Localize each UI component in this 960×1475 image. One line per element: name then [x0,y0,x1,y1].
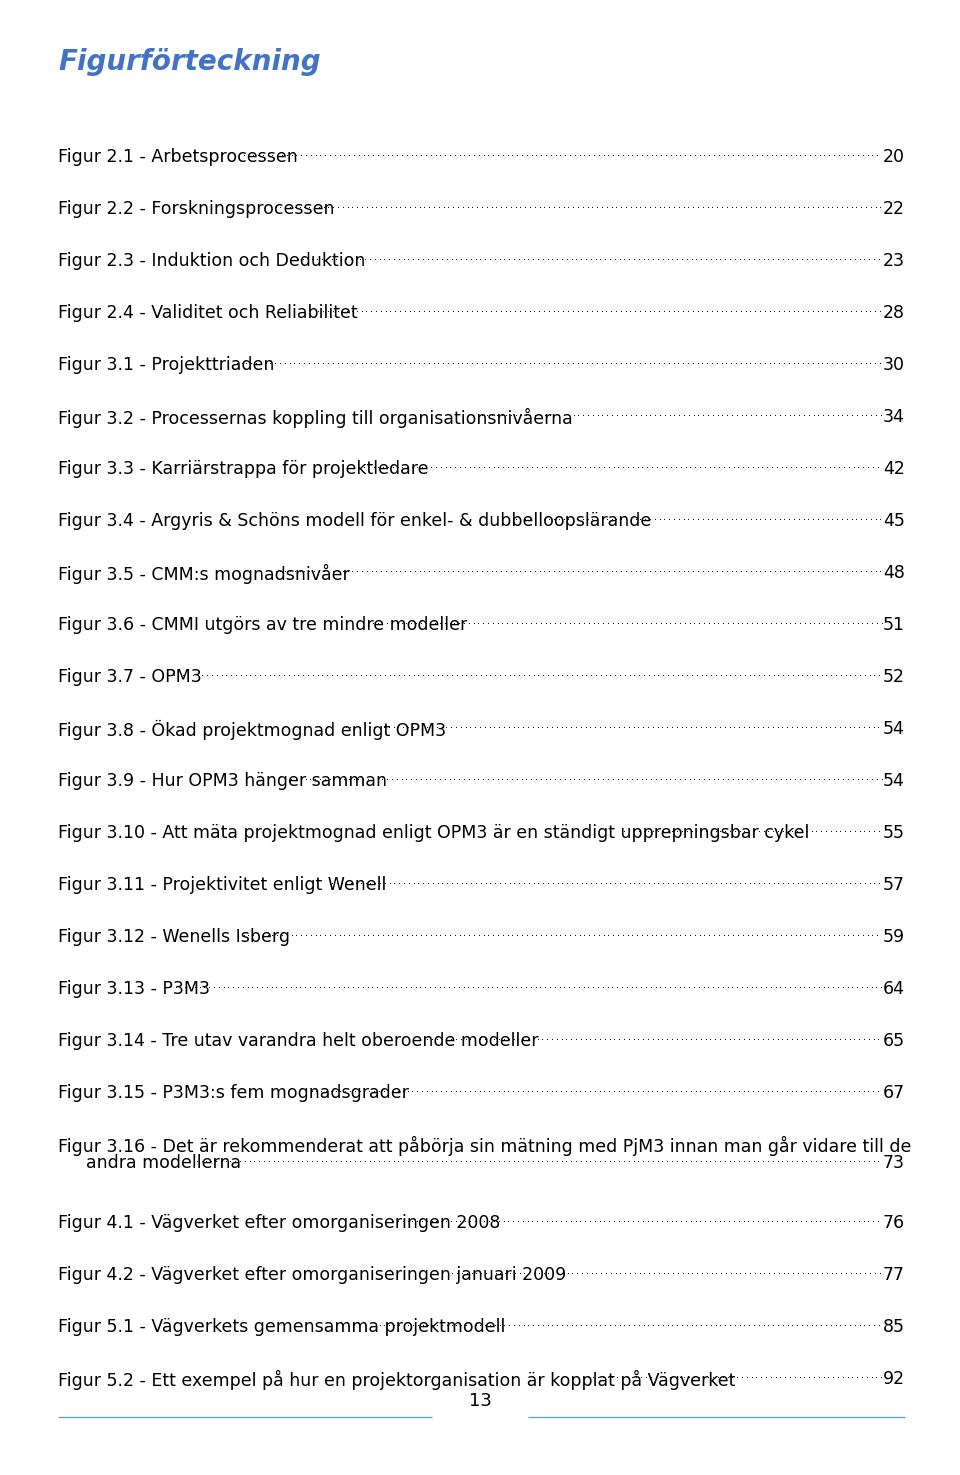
Text: 45: 45 [883,512,905,530]
Text: Figur 3.3 - Karriärstrappa för projektledare: Figur 3.3 - Karriärstrappa för projektle… [58,460,428,478]
Text: Figur 3.12 - Wenells Isberg: Figur 3.12 - Wenells Isberg [58,928,290,945]
Text: Figur 4.2 - Vägverket efter omorganiseringen januari 2009: Figur 4.2 - Vägverket efter omorganiseri… [58,1266,566,1285]
Text: Figur 3.13 - P3M3: Figur 3.13 - P3M3 [58,979,210,999]
Text: 57: 57 [883,876,905,894]
Text: 55: 55 [883,825,905,842]
Text: Figur 2.2 - Forskningsprocessen: Figur 2.2 - Forskningsprocessen [58,201,334,218]
Text: Figur 3.10 - Att mäta projektmognad enligt OPM3 är en ständigt upprepningsbar cy: Figur 3.10 - Att mäta projektmognad enli… [58,825,809,842]
Text: 54: 54 [883,771,905,791]
Text: Figur 3.6 - CMMI utgörs av tre mindre modeller: Figur 3.6 - CMMI utgörs av tre mindre mo… [58,617,468,634]
Text: 52: 52 [883,668,905,686]
Text: Figur 3.5 - CMM:s mognadsnivåer: Figur 3.5 - CMM:s mognadsnivåer [58,563,349,584]
Text: 54: 54 [883,720,905,738]
Text: 73: 73 [883,1155,905,1173]
Text: 92: 92 [883,1370,905,1388]
Text: 59: 59 [883,928,905,945]
Text: Figur 3.8 - Ökad projektmognad enligt OPM3: Figur 3.8 - Ökad projektmognad enligt OP… [58,720,446,740]
Text: Figur 5.2 - Ett exempel på hur en projektorganisation är kopplat på Vägverket: Figur 5.2 - Ett exempel på hur en projek… [58,1370,735,1389]
Text: Figur 3.7 - OPM3: Figur 3.7 - OPM3 [58,668,202,686]
Text: Figur 3.2 - Processernas koppling till organisationsnivåerna: Figur 3.2 - Processernas koppling till o… [58,409,573,428]
Text: andra modellerna: andra modellerna [86,1155,241,1173]
Text: 23: 23 [883,252,905,270]
Text: 77: 77 [883,1266,905,1285]
Text: 22: 22 [883,201,905,218]
Text: Figur 3.16 - Det är rekommenderat att påbörja sin mätning med PjM3 innan man går: Figur 3.16 - Det är rekommenderat att på… [58,1136,911,1156]
Text: Figur 3.4 - Argyris & Schöns modell för enkel- & dubbelloopslärande: Figur 3.4 - Argyris & Schöns modell för … [58,512,651,530]
Text: 85: 85 [883,1319,905,1336]
Text: 30: 30 [883,355,905,375]
Text: 34: 34 [883,409,905,426]
Text: 42: 42 [883,460,905,478]
Text: Figur 4.1 - Vägverket efter omorganiseringen 2008: Figur 4.1 - Vägverket efter omorganiseri… [58,1214,500,1232]
Text: Figur 2.3 - Induktion och Deduktion: Figur 2.3 - Induktion och Deduktion [58,252,366,270]
Text: 28: 28 [883,304,905,322]
Text: 20: 20 [883,148,905,167]
Text: 76: 76 [883,1214,905,1232]
Text: 48: 48 [883,563,905,583]
Text: 64: 64 [883,979,905,999]
Text: Figur 2.4 - Validitet och Reliabilitet: Figur 2.4 - Validitet och Reliabilitet [58,304,358,322]
Text: Figur 5.1 - Vägverkets gemensamma projektmodell: Figur 5.1 - Vägverkets gemensamma projek… [58,1319,505,1336]
Text: Figur 2.1 - Arbetsprocessen: Figur 2.1 - Arbetsprocessen [58,148,298,167]
Text: Figur 3.1 - Projekttriaden: Figur 3.1 - Projekttriaden [58,355,275,375]
Text: 65: 65 [883,1032,905,1050]
Text: Figur 3.11 - Projektivitet enligt Wenell: Figur 3.11 - Projektivitet enligt Wenell [58,876,386,894]
Text: Figurförteckning: Figurförteckning [58,49,321,77]
Text: Figur 3.15 - P3M3:s fem mognadsgrader: Figur 3.15 - P3M3:s fem mognadsgrader [58,1084,409,1102]
Text: Figur 3.14 - Tre utav varandra helt oberoende modeller: Figur 3.14 - Tre utav varandra helt ober… [58,1032,539,1050]
Text: 67: 67 [883,1084,905,1102]
Text: 51: 51 [883,617,905,634]
Text: 13: 13 [468,1392,492,1410]
Text: Figur 3.9 - Hur OPM3 hänger samman: Figur 3.9 - Hur OPM3 hänger samman [58,771,387,791]
